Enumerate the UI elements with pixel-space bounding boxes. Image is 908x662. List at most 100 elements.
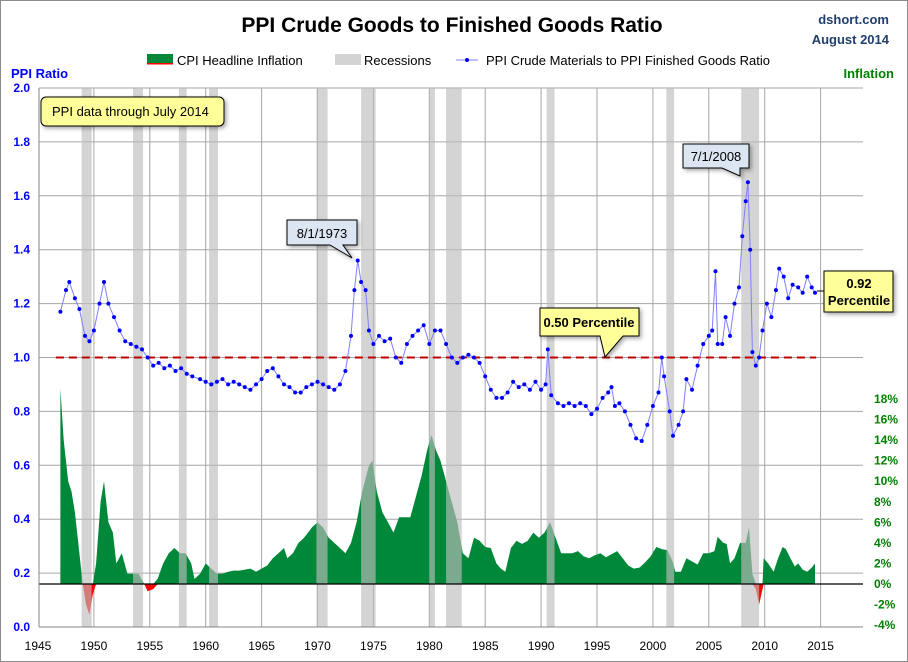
ratio-point — [359, 280, 364, 284]
ratio-point — [809, 285, 814, 290]
recession-band — [178, 88, 187, 627]
ratio-point — [545, 347, 550, 352]
ratio-point — [140, 347, 144, 352]
ratio-point — [282, 382, 286, 387]
ratio-point — [773, 288, 778, 293]
ratio-point — [539, 387, 544, 392]
ratio-point — [753, 363, 758, 368]
peak-1973-callout: 8/1/1973 — [286, 219, 358, 259]
ratio-point — [572, 404, 577, 408]
ratio-point — [128, 342, 133, 346]
ratio-point — [444, 342, 449, 346]
ratio-point — [315, 379, 320, 384]
current-value: 0.92 — [846, 276, 871, 291]
ratio-point — [488, 387, 493, 392]
ratio-point — [628, 422, 633, 427]
date-label: August 2014 — [812, 32, 890, 47]
ratio-point — [254, 382, 258, 387]
ratio-point — [321, 382, 326, 387]
data-note-text: PPI data through July 2014 — [52, 104, 209, 119]
ratio-point — [522, 382, 527, 387]
x-tick-label: 1995 — [584, 639, 611, 653]
ratio-point — [112, 315, 116, 320]
ratio-point — [656, 390, 661, 395]
ratio-point — [404, 342, 409, 346]
ratio-point — [527, 387, 532, 392]
ratio-point — [764, 301, 769, 306]
ratio-point — [813, 290, 817, 295]
ratio-point — [214, 379, 219, 384]
ratio-point — [326, 385, 331, 390]
source-label: dshort.com — [818, 12, 889, 27]
x-tick-label: 1975 — [360, 639, 387, 653]
y-tick-label: 1.6 — [13, 189, 30, 203]
ratio-point — [209, 382, 214, 387]
current-percentile-callout: 0.92 Percentile — [817, 270, 894, 313]
legend-swatch-recessions — [335, 54, 361, 65]
ratio-point — [337, 382, 342, 387]
ratio-point — [500, 395, 504, 400]
ratio-point — [805, 274, 810, 279]
ratio-point — [659, 355, 664, 360]
ratio-point — [732, 301, 737, 306]
x-tick-label: 1965 — [248, 639, 275, 653]
ratio-point — [671, 433, 675, 438]
legend: CPI Headline Inflation Recessions PPI Cr… — [147, 53, 770, 68]
ratio-point — [617, 401, 622, 406]
y-tick-label: 1.0 — [13, 351, 30, 365]
ratio-point — [416, 328, 421, 333]
ratio-point — [757, 355, 762, 360]
y2-tick-label: 10% — [874, 474, 898, 488]
legend-swatch-inflation-negative — [147, 63, 173, 65]
ratio-point — [427, 342, 432, 346]
ratio-point — [455, 360, 460, 365]
ratio-point — [293, 390, 298, 395]
x-tick-label: 1980 — [416, 639, 443, 653]
ratio-point — [684, 377, 689, 382]
ratio-point — [690, 387, 694, 392]
inflation-positive-area — [60, 388, 816, 584]
ratio-point — [156, 360, 161, 365]
ratio-point — [695, 363, 700, 368]
y2-tick-label: 18% — [874, 392, 898, 406]
ratio-point — [533, 379, 538, 384]
ratio-point — [145, 355, 150, 360]
y2-tick-label: 4% — [874, 536, 892, 550]
ratio-point — [737, 285, 741, 290]
y-tick-label: 0.8 — [13, 404, 30, 418]
ratio-point — [388, 336, 393, 341]
y-tick-label: 1.8 — [13, 135, 30, 149]
left-axis-title: PPI Ratio — [11, 66, 68, 81]
ratio-point — [745, 180, 750, 185]
ratio-series — [58, 180, 817, 443]
ratio-point — [203, 379, 208, 384]
ratio-point — [449, 355, 454, 360]
ratio-point — [715, 342, 720, 346]
ratio-point — [760, 328, 765, 333]
ratio-point — [781, 274, 786, 279]
ratio-point — [549, 393, 554, 398]
peak-1973-label: 8/1/1973 — [297, 226, 348, 241]
ratio-point — [645, 422, 650, 427]
ratio-point — [259, 377, 264, 382]
y-tick-label: 0.0 — [13, 620, 30, 634]
ratio-point — [332, 387, 337, 392]
ratio-point — [511, 379, 516, 384]
right-axis-title: Inflation — [843, 66, 894, 81]
ratio-point — [769, 315, 774, 320]
ratio-point — [77, 307, 82, 311]
peak-2008-callout: 7/1/2008 — [682, 143, 750, 177]
ratio-point — [555, 401, 560, 406]
ratio-point — [363, 288, 368, 293]
ratio-point — [352, 288, 357, 293]
ratio-point — [800, 290, 805, 295]
ratio-point — [612, 404, 617, 408]
ratio-point — [662, 374, 667, 379]
x-tick-label: 1990 — [528, 639, 555, 653]
x-tick-label: 1960 — [192, 639, 219, 653]
ratio-point — [410, 333, 415, 338]
ratio-point — [606, 390, 611, 395]
ratio-point — [477, 360, 482, 365]
ratio-point — [676, 422, 681, 427]
ratio-point — [287, 385, 292, 390]
